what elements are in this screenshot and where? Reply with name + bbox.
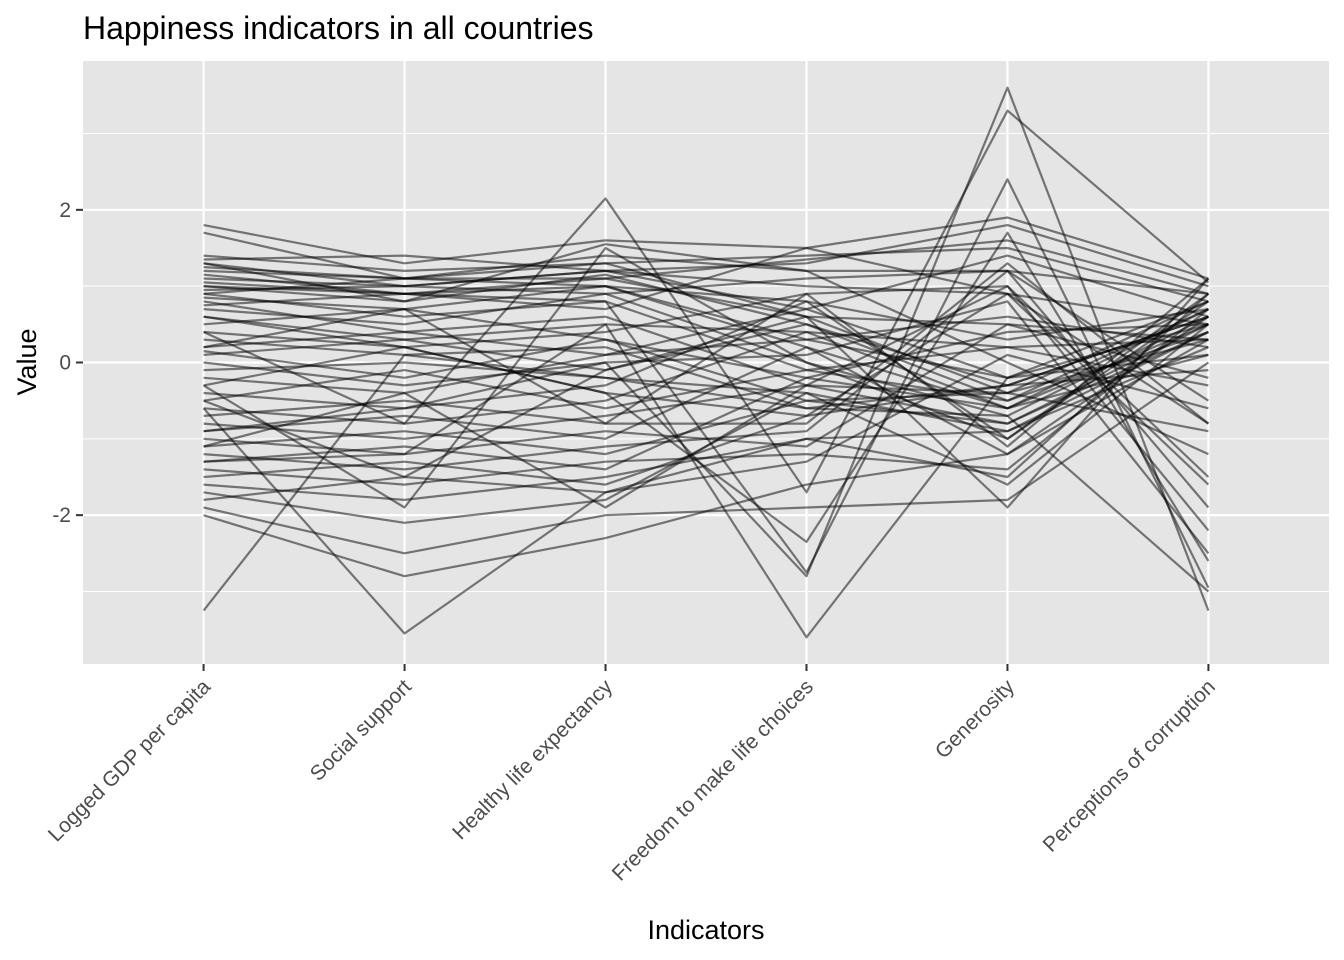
- series-line: [202, 353, 1209, 612]
- x-axis-ticks: Logged GDP per capita Social support Healt…: [44, 664, 1220, 885]
- series-line: [203, 315, 1209, 479]
- series-line: [203, 231, 1210, 562]
- series-line: [203, 323, 1209, 425]
- series-line: [203, 338, 1209, 578]
- series-line: [203, 269, 1209, 402]
- series-line: [203, 243, 1209, 456]
- series-line: [203, 269, 1210, 509]
- series-line: [203, 300, 1209, 425]
- x-tick-label: Generosity: [931, 675, 1019, 763]
- series-lines: [202, 86, 1210, 639]
- series-line: [203, 315, 1209, 349]
- series-line: [203, 269, 1209, 410]
- series-line: [203, 338, 1209, 440]
- series-line: [203, 246, 1209, 303]
- x-tick-label: Perceptions of corruption: [1039, 675, 1220, 856]
- series-line: [203, 285, 1209, 341]
- x-axis-title: Indicators: [647, 915, 764, 945]
- series-line: [203, 109, 1210, 494]
- series-line: [203, 277, 1210, 448]
- series-line: [203, 86, 1210, 611]
- series-line: [203, 246, 1210, 593]
- chart-title: Happiness indicators in all countries: [83, 10, 593, 46]
- series-line: [203, 323, 1209, 639]
- series-line: [203, 285, 1210, 532]
- y-tick-label: 0: [59, 352, 71, 375]
- series-line: [203, 262, 1210, 509]
- series-line: [203, 178, 1210, 589]
- x-tick-label: Healthy life expectancy: [448, 675, 617, 844]
- y-axis-title: Value: [12, 328, 42, 395]
- y-tick-label: -2: [52, 504, 71, 527]
- y-tick-label: 2: [59, 199, 71, 222]
- x-tick-label: Logged GDP per capita: [44, 675, 215, 846]
- series-line: [203, 224, 1209, 288]
- series-line: [203, 353, 1209, 501]
- series-line: [203, 285, 1210, 478]
- series-line: [203, 315, 1209, 417]
- series-line: [203, 231, 1209, 295]
- y-axis-ticks: -2 0 2: [52, 199, 83, 527]
- series-line: [203, 292, 1209, 402]
- series-line: [203, 346, 1209, 410]
- x-tick-label: Freedom to make life choices: [608, 675, 818, 885]
- x-tick-label: Social support: [306, 675, 416, 785]
- series-line: [203, 330, 1209, 456]
